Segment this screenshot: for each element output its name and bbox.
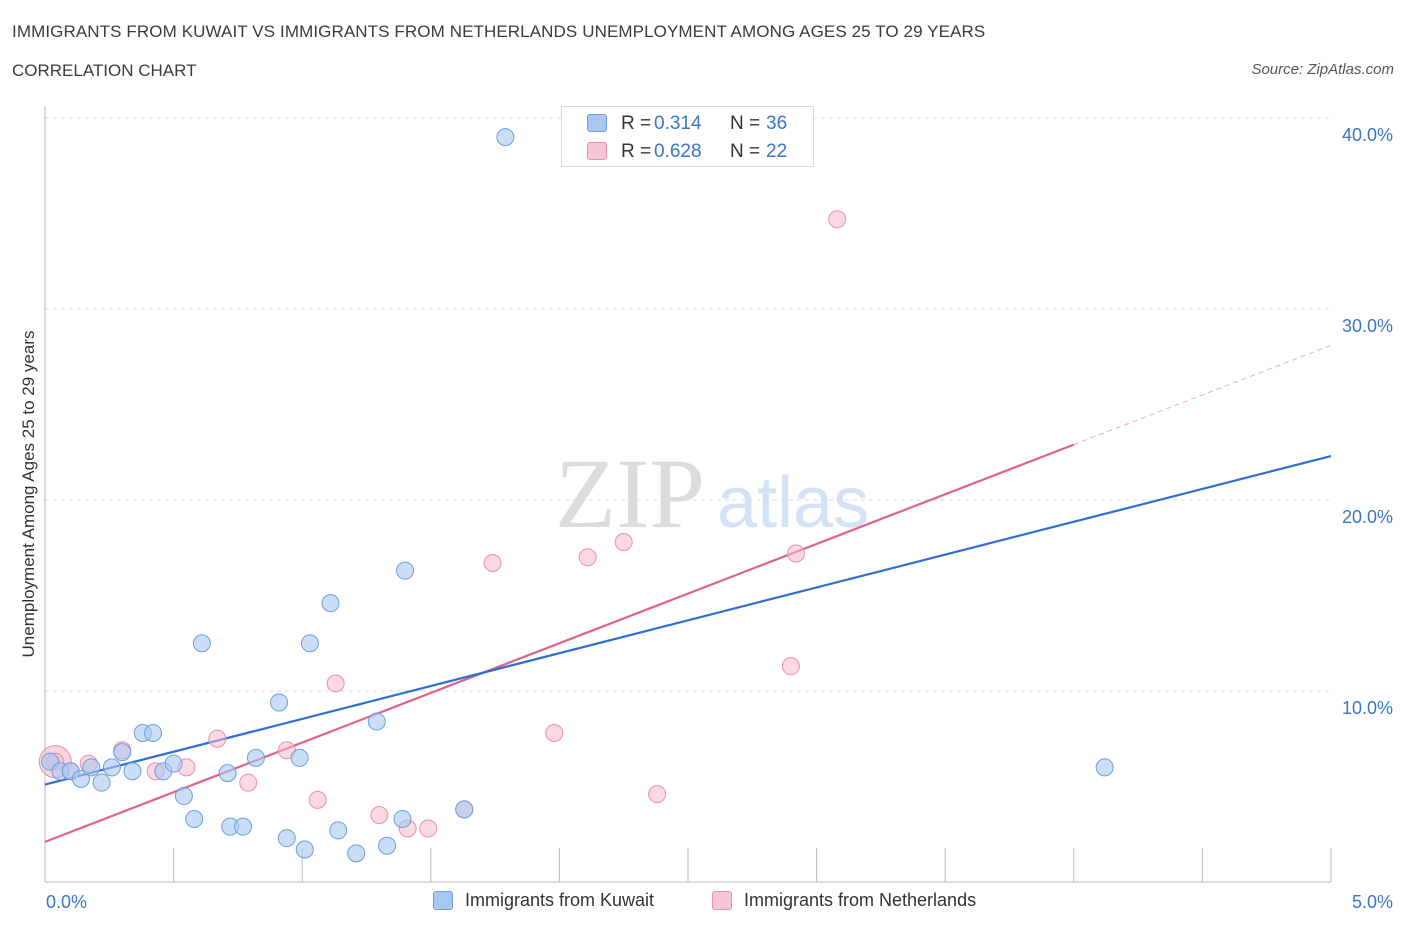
- legend-n-label: N =: [730, 141, 761, 162]
- netherlands-swatch: [712, 891, 732, 910]
- y-tick-label: 30.0%: [1342, 316, 1393, 336]
- kuwait-swatch: [587, 114, 607, 132]
- kuwait-point: [378, 836, 397, 855]
- kuwait-point: [347, 844, 366, 863]
- netherlands-point: [578, 548, 597, 567]
- legend-r-label: R =: [621, 141, 652, 162]
- legend-n-value: 22: [766, 141, 788, 162]
- kuwait-point: [185, 809, 204, 828]
- y-tick-label: 20.0%: [1342, 507, 1393, 527]
- kuwait-point: [144, 724, 163, 743]
- kuwait-point: [102, 758, 121, 777]
- kuwait-point: [246, 748, 265, 767]
- netherlands-trend-line: [44, 443, 1075, 843]
- legend-r-value: 0.628: [654, 141, 702, 162]
- watermark: ZIP atlas: [555, 438, 869, 549]
- netherlands-point: [483, 554, 502, 573]
- kuwait-point: [174, 787, 193, 806]
- kuwait-trend-line: [44, 455, 1332, 786]
- y-axis-label: Unemployment Among Ages 25 to 29 years: [19, 331, 38, 658]
- kuwait-point: [92, 773, 111, 792]
- netherlands-point: [419, 819, 438, 838]
- gridlines: [45, 117, 1331, 692]
- legend-r-label: R =: [621, 113, 652, 134]
- kuwait-point: [113, 743, 132, 762]
- x-tick-label: 0.0%: [46, 892, 87, 912]
- legend-r-value: 0.314: [654, 113, 702, 134]
- kuwait-point: [396, 561, 415, 580]
- kuwait-point: [300, 634, 319, 653]
- correlation-legend: R = 0.314 N = 36 R = 0.628 N = 22: [561, 106, 814, 167]
- netherlands-point: [614, 533, 633, 552]
- kuwait-point: [321, 594, 340, 613]
- source-label: Source: ZipAtlas.com: [1251, 61, 1394, 78]
- netherlands-swatch: [587, 142, 607, 160]
- watermark-atlas: atlas: [717, 463, 869, 543]
- watermark-zip: ZIP: [555, 438, 705, 549]
- legend-n-value: 36: [766, 113, 788, 134]
- kuwait-point: [496, 128, 515, 147]
- netherlands-trend-extension: [1073, 344, 1332, 446]
- kuwait-swatch: [433, 891, 453, 910]
- trend-lines: [44, 344, 1332, 843]
- netherlands-point: [787, 544, 806, 563]
- y-tick-label: 40.0%: [1342, 125, 1393, 145]
- netherlands-point: [208, 729, 227, 748]
- kuwait-point: [192, 634, 211, 653]
- kuwait-point: [455, 800, 474, 819]
- chart-subtitle: CORRELATION CHART: [12, 61, 197, 80]
- netherlands-point: [326, 674, 345, 693]
- x-tick-labels: 0.0% 5.0%: [46, 892, 1393, 912]
- kuwait-point: [72, 769, 91, 788]
- netherlands-point: [239, 773, 258, 792]
- chart-title: IMMIGRANTS FROM KUWAIT VS IMMIGRANTS FRO…: [12, 22, 986, 41]
- kuwait-point: [123, 762, 142, 781]
- netherlands-point: [370, 806, 389, 825]
- kuwait-point: [270, 693, 289, 712]
- netherlands-point: [828, 210, 847, 229]
- bottom-legend-kuwait-label: Immigrants from Kuwait: [465, 890, 655, 910]
- netherlands-point: [781, 657, 800, 676]
- kuwait-point: [164, 754, 183, 773]
- y-tick-label: 10.0%: [1342, 698, 1393, 718]
- kuwait-point: [82, 758, 101, 777]
- kuwait-point: [367, 712, 386, 731]
- kuwait-point: [295, 840, 314, 859]
- netherlands-point: [308, 790, 327, 809]
- kuwait-point: [234, 817, 253, 836]
- kuwait-point: [1095, 758, 1114, 777]
- y-tick-labels: 10.0% 20.0% 30.0% 40.0%: [1342, 125, 1393, 718]
- kuwait-point: [393, 809, 412, 828]
- kuwait-point: [329, 821, 348, 840]
- kuwait-point: [277, 829, 296, 848]
- netherlands-point: [648, 785, 667, 804]
- x-tick-label: 5.0%: [1352, 892, 1393, 912]
- data-points: [38, 128, 1114, 863]
- legend-n-label: N =: [730, 113, 761, 134]
- kuwait-point: [218, 764, 237, 783]
- kuwait-point: [290, 748, 309, 767]
- netherlands-point: [545, 724, 564, 743]
- bottom-legend-netherlands-label: Immigrants from Netherlands: [744, 890, 977, 910]
